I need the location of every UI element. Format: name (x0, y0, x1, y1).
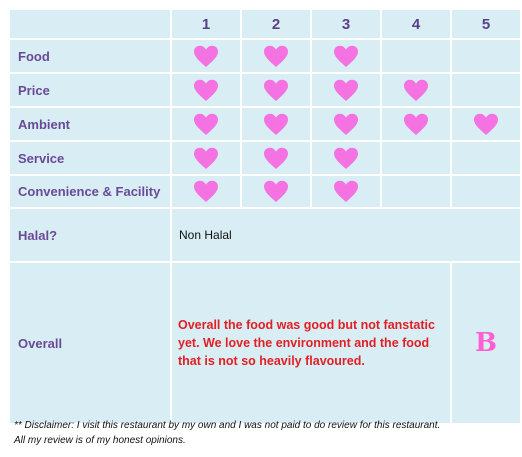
rating-cell (242, 176, 310, 207)
header-col-5: 5 (452, 10, 520, 38)
heart-icon (334, 113, 358, 135)
rating-cell (242, 40, 310, 72)
rating-cell (172, 108, 240, 140)
rating-label-convenience: Convenience & Facility (10, 176, 170, 207)
rating-cell (312, 108, 380, 140)
review-table: 1 2 3 4 5 Food Price Ambient Service Con… (10, 10, 520, 423)
heart-icon (404, 79, 428, 101)
heart-icon (264, 79, 288, 101)
rating-cell (452, 176, 520, 207)
rating-cell (452, 40, 520, 72)
rating-cell (312, 142, 380, 174)
heart-icon (334, 79, 358, 101)
rating-cell (452, 74, 520, 106)
rating-cell (172, 74, 240, 106)
heart-icon (474, 113, 498, 135)
rating-cell (382, 176, 450, 207)
rating-cell (382, 74, 450, 106)
heart-icon (194, 45, 218, 67)
rating-cell (312, 40, 380, 72)
rating-cell (172, 142, 240, 174)
overall-grade: B (452, 263, 520, 423)
rating-cell (382, 40, 450, 72)
rating-label-ambient: Ambient (10, 108, 170, 140)
rating-cell (242, 142, 310, 174)
heart-icon (264, 45, 288, 67)
disclaimer-line-1: ** Disclaimer: I visit this restaurant b… (14, 420, 441, 431)
disclaimer: ** Disclaimer: I visit this restaurant b… (14, 418, 514, 448)
rating-cell (172, 40, 240, 72)
rating-cell (452, 108, 520, 140)
overall-label: Overall (10, 263, 170, 423)
rating-cell (382, 108, 450, 140)
heart-icon (194, 79, 218, 101)
rating-label-service: Service (10, 142, 170, 174)
disclaimer-line-2: All my review is of my honest opinions. (14, 435, 186, 446)
heart-icon (194, 147, 218, 169)
header-col-1: 1 (172, 10, 240, 38)
header-col-2: 2 (242, 10, 310, 38)
rating-cell (242, 74, 310, 106)
rating-cell (312, 176, 380, 207)
heart-icon (264, 147, 288, 169)
header-col-4: 4 (382, 10, 450, 38)
heart-icon (264, 180, 288, 202)
overall-comment: Overall the food was good but not fansta… (172, 263, 450, 423)
header-blank (10, 10, 170, 38)
heart-icon (334, 180, 358, 202)
heart-icon (334, 147, 358, 169)
heart-icon (264, 113, 288, 135)
heart-icon (404, 113, 428, 135)
rating-cell (242, 108, 310, 140)
rating-cell (312, 74, 380, 106)
rating-cell (452, 142, 520, 174)
halal-label: Halal? (10, 209, 170, 261)
heart-icon (194, 180, 218, 202)
rating-cell (382, 142, 450, 174)
halal-value: Non Halal (172, 209, 520, 261)
heart-icon (194, 113, 218, 135)
rating-label-food: Food (10, 40, 170, 72)
heart-icon (334, 45, 358, 67)
header-col-3: 3 (312, 10, 380, 38)
rating-label-price: Price (10, 74, 170, 106)
rating-cell (172, 176, 240, 207)
